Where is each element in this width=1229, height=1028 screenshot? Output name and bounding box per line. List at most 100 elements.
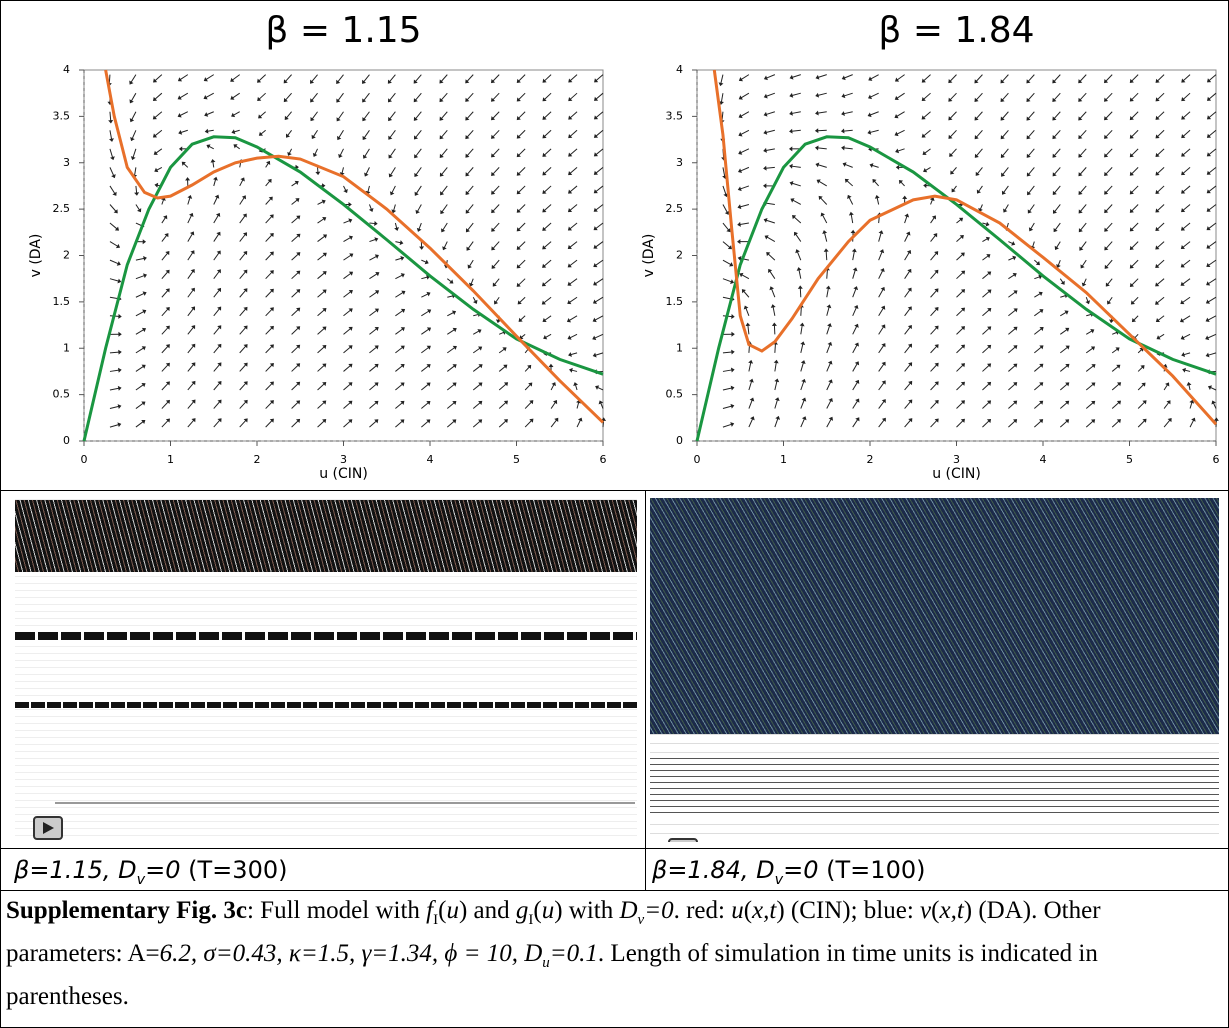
- vector-arrow: [772, 306, 776, 316]
- vector-arrow: [524, 384, 531, 391]
- arrow-head: [400, 256, 405, 261]
- vector-arrow: [570, 74, 578, 82]
- vector-arrow: [595, 111, 604, 118]
- arrow-head: [413, 98, 418, 103]
- vector-arrow: [1080, 222, 1087, 231]
- arrow-head: [364, 172, 369, 177]
- arrow-head: [1039, 382, 1044, 387]
- vector-arrow: [239, 271, 246, 280]
- arrow-head: [516, 227, 521, 232]
- arrow-head: [1205, 352, 1210, 358]
- arrow-head: [1065, 400, 1070, 405]
- vector-arrow: [956, 364, 964, 372]
- arrow-head: [348, 271, 354, 276]
- vector-arrow: [518, 92, 526, 100]
- caption-text: =0: [783, 856, 819, 884]
- arrow-head: [400, 419, 405, 424]
- arrow-head: [541, 282, 547, 287]
- vector-arrow: [441, 185, 448, 194]
- vector-arrow: [135, 384, 144, 391]
- vector-arrow: [569, 333, 578, 339]
- vector-arrow: [870, 74, 879, 80]
- vector-arrow: [1027, 74, 1035, 82]
- vector-arrow: [317, 346, 325, 354]
- arrow-head: [1206, 226, 1211, 231]
- vector-arrow: [597, 386, 604, 391]
- vector-arrow: [109, 185, 116, 194]
- vector-arrow: [826, 400, 832, 409]
- vector-arrow: [467, 204, 474, 212]
- arrow-head: [568, 171, 573, 176]
- arrow-head: [117, 404, 122, 409]
- vector-arrow: [161, 290, 169, 298]
- arrow-head: [388, 173, 394, 178]
- arrow-head: [1104, 97, 1109, 102]
- arrow-head: [737, 256, 742, 261]
- vector-arrow: [600, 402, 604, 409]
- arrow-head: [1206, 281, 1211, 286]
- caption-text: : Full model with: [246, 897, 427, 924]
- vector-arrow: [492, 204, 500, 212]
- vector-arrow: [109, 387, 119, 391]
- play-button[interactable]: [33, 816, 63, 840]
- vector-arrow: [311, 92, 318, 101]
- arrow-head: [1155, 208, 1160, 213]
- vector-arrow: [1213, 402, 1217, 409]
- vector-arrow: [569, 129, 578, 137]
- play-button[interactable]: [668, 838, 698, 842]
- arrow-head: [243, 399, 248, 404]
- vector-arrow: [930, 327, 938, 335]
- arrow-head: [731, 349, 735, 355]
- arrow-head: [1065, 345, 1070, 350]
- arrow-head: [284, 115, 289, 120]
- arrow-head: [465, 79, 470, 84]
- arrow-head: [921, 133, 926, 138]
- vector-arrow: [1008, 257, 1014, 261]
- vector-arrow: [956, 401, 964, 409]
- vector-arrow: [740, 204, 750, 208]
- arrow-head: [516, 134, 521, 139]
- arrow-head: [929, 197, 935, 202]
- arrow-head: [894, 113, 899, 119]
- vector-arrow: [466, 167, 474, 175]
- vector-arrow: [369, 255, 377, 261]
- arrow-head: [568, 115, 573, 120]
- arrow-head: [592, 352, 597, 358]
- vector-arrow: [492, 167, 500, 175]
- vector-arrow: [544, 167, 552, 174]
- vector-arrow: [982, 402, 990, 409]
- arrow-head: [1129, 282, 1135, 288]
- y-tick-label: 2.5: [53, 202, 71, 215]
- vector-arrow: [390, 167, 396, 176]
- arrow-head: [841, 93, 846, 99]
- arrow-head: [881, 343, 886, 348]
- arrow-head: [934, 251, 939, 256]
- caption-text: (: [743, 897, 753, 924]
- vector-arrow: [154, 92, 163, 100]
- vector-arrow: [213, 179, 217, 187]
- arrow-head: [974, 97, 979, 102]
- arrow-head: [129, 118, 135, 123]
- arrow-head: [419, 246, 425, 250]
- arrow-head: [269, 288, 274, 293]
- vector-arrow: [798, 269, 802, 279]
- arrow-head: [987, 289, 992, 294]
- vector-arrow: [395, 402, 403, 409]
- vector-arrow: [740, 185, 750, 190]
- vector-arrow: [1083, 278, 1087, 285]
- arrow-head: [1079, 246, 1084, 251]
- vector-arrow: [239, 179, 244, 187]
- vector-arrow: [1008, 309, 1016, 317]
- vector-arrow: [878, 363, 885, 372]
- vector-arrow: [1131, 241, 1139, 249]
- vector-arrow: [343, 220, 350, 224]
- arrow-head: [763, 147, 767, 153]
- arrow-head: [1142, 418, 1147, 423]
- vector-arrow: [466, 111, 474, 119]
- vector-arrow: [369, 383, 377, 391]
- vector-arrow: [287, 129, 292, 136]
- vector-arrow: [793, 216, 802, 224]
- arrow-head: [336, 98, 341, 103]
- vector-arrow: [265, 253, 273, 261]
- vector-arrow: [930, 383, 938, 391]
